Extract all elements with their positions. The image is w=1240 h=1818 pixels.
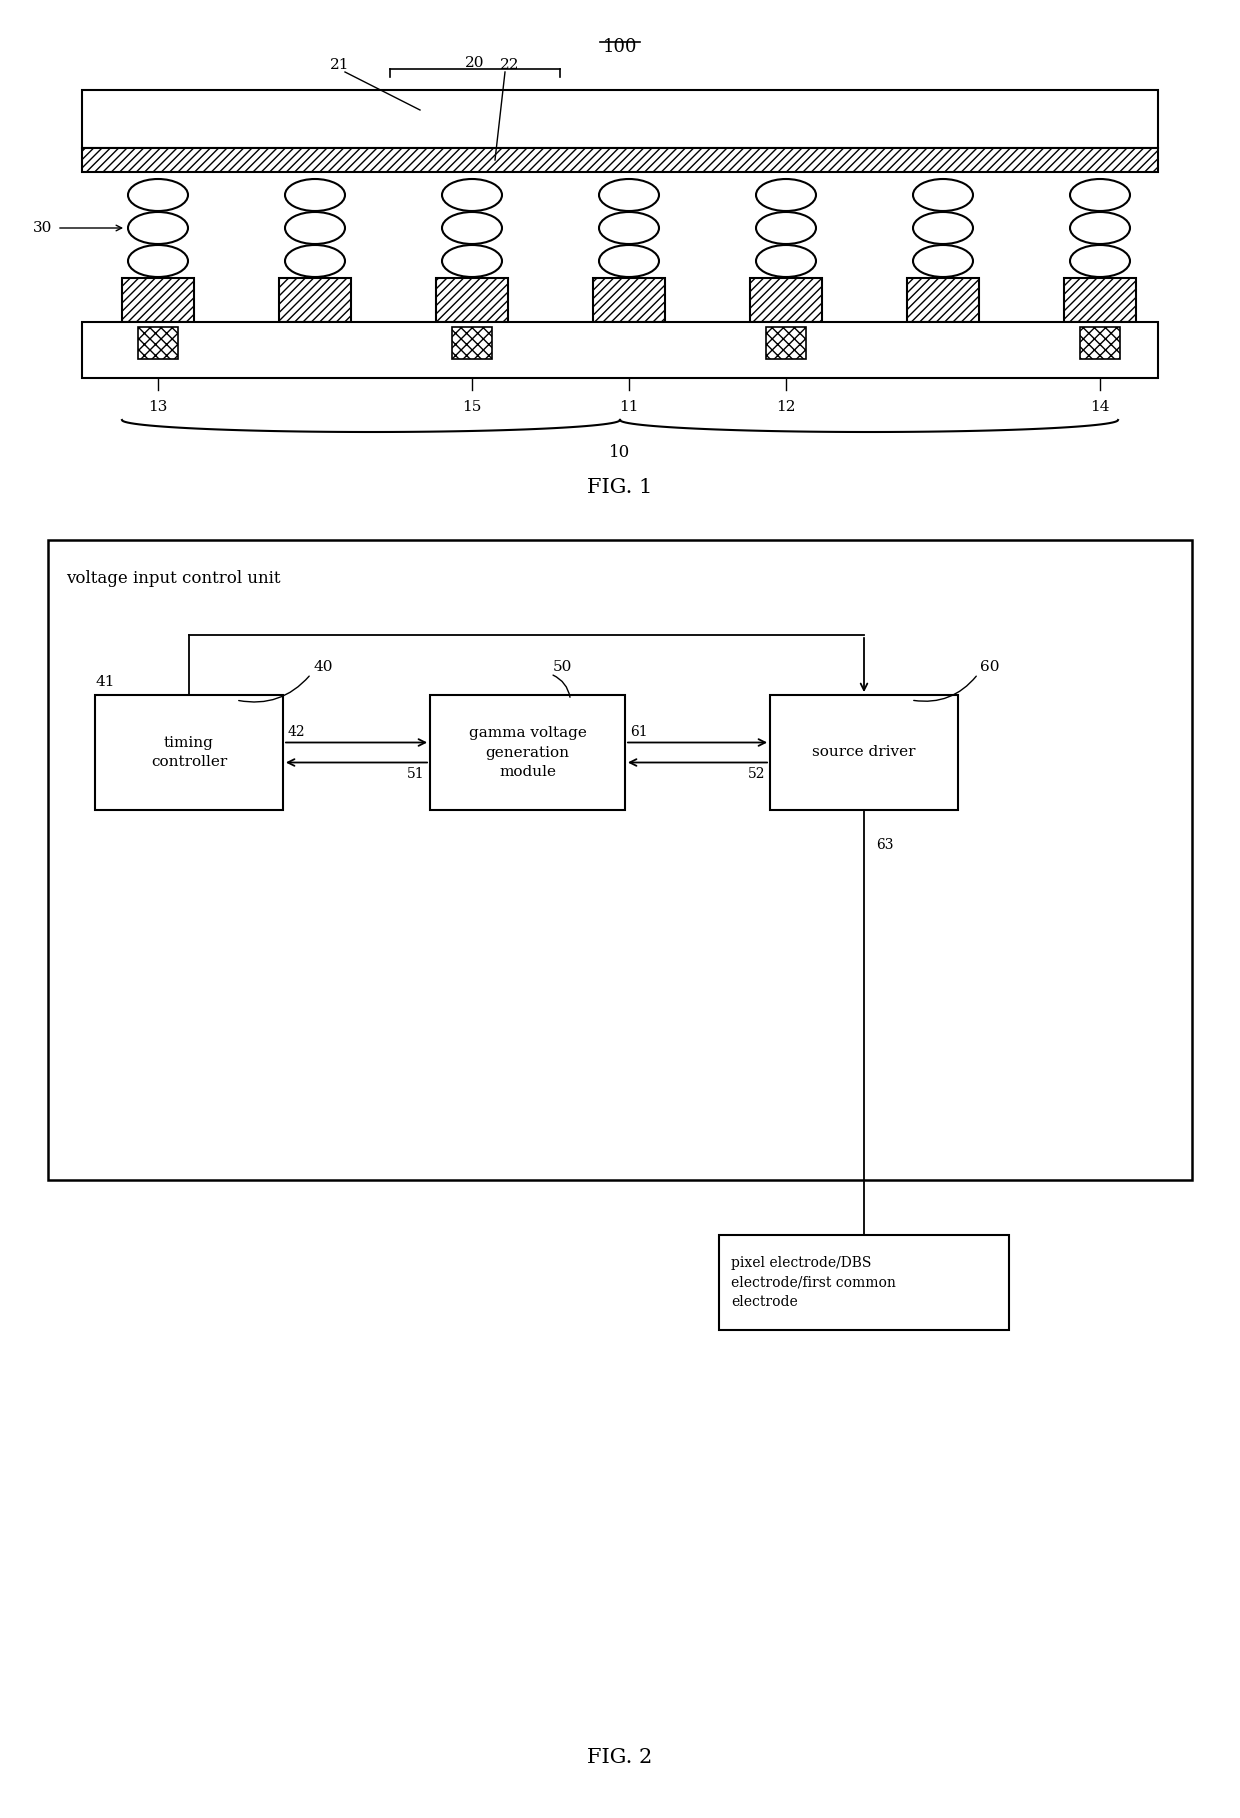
Bar <box>906 278 980 322</box>
Ellipse shape <box>756 245 816 276</box>
Text: pixel electrode/DBS
electrode/first common
electrode: pixel electrode/DBS electrode/first comm… <box>732 1256 895 1309</box>
Text: timing
controller: timing controller <box>151 736 227 769</box>
Bar <box>453 327 492 358</box>
Text: 100: 100 <box>603 38 637 56</box>
Text: 51: 51 <box>408 767 425 780</box>
Ellipse shape <box>1070 213 1130 244</box>
Ellipse shape <box>441 213 502 244</box>
Ellipse shape <box>128 245 188 276</box>
Bar <box>750 278 822 322</box>
Bar <box>82 322 1158 378</box>
Text: 22: 22 <box>500 58 520 73</box>
Text: 52: 52 <box>748 767 765 780</box>
Ellipse shape <box>756 213 816 244</box>
Bar <box>138 327 179 358</box>
Text: 13: 13 <box>149 400 167 415</box>
Text: 20: 20 <box>465 56 485 71</box>
Text: 61: 61 <box>630 725 647 738</box>
Ellipse shape <box>599 213 658 244</box>
Text: voltage input control unit: voltage input control unit <box>66 571 280 587</box>
Bar <box>436 278 508 322</box>
Ellipse shape <box>128 213 188 244</box>
Ellipse shape <box>441 178 502 211</box>
Text: FIG. 2: FIG. 2 <box>588 1747 652 1767</box>
Text: gamma voltage
generation
module: gamma voltage generation module <box>469 725 587 778</box>
Ellipse shape <box>285 178 345 211</box>
Ellipse shape <box>285 213 345 244</box>
Ellipse shape <box>599 178 658 211</box>
Ellipse shape <box>1070 178 1130 211</box>
Text: 41: 41 <box>95 674 114 689</box>
Ellipse shape <box>599 245 658 276</box>
Bar <box>82 147 1158 173</box>
Text: 14: 14 <box>1090 400 1110 415</box>
Ellipse shape <box>756 178 816 211</box>
Text: 11: 11 <box>619 400 639 415</box>
Ellipse shape <box>441 245 502 276</box>
Text: 30: 30 <box>32 222 52 235</box>
Ellipse shape <box>913 178 973 211</box>
Bar <box>770 694 959 811</box>
Ellipse shape <box>1070 245 1130 276</box>
Text: 10: 10 <box>609 444 631 462</box>
Bar <box>766 327 806 358</box>
Text: FIG. 1: FIG. 1 <box>588 478 652 496</box>
Bar <box>1064 278 1136 322</box>
Text: 63: 63 <box>875 838 894 853</box>
Text: 60: 60 <box>980 660 999 674</box>
Bar <box>95 694 283 811</box>
Text: 50: 50 <box>553 660 572 674</box>
Bar <box>48 540 1192 1180</box>
Bar <box>82 91 1158 147</box>
Bar <box>719 1234 1009 1331</box>
Text: 21: 21 <box>330 58 350 73</box>
Bar <box>279 278 351 322</box>
Ellipse shape <box>913 213 973 244</box>
Text: 40: 40 <box>312 660 332 674</box>
Bar <box>430 694 625 811</box>
Bar <box>593 278 665 322</box>
Bar <box>1080 327 1120 358</box>
Text: 12: 12 <box>776 400 796 415</box>
Ellipse shape <box>285 245 345 276</box>
Text: 42: 42 <box>288 725 305 738</box>
Text: source driver: source driver <box>812 745 916 760</box>
Text: 15: 15 <box>463 400 481 415</box>
Bar <box>122 278 193 322</box>
Ellipse shape <box>913 245 973 276</box>
Ellipse shape <box>128 178 188 211</box>
